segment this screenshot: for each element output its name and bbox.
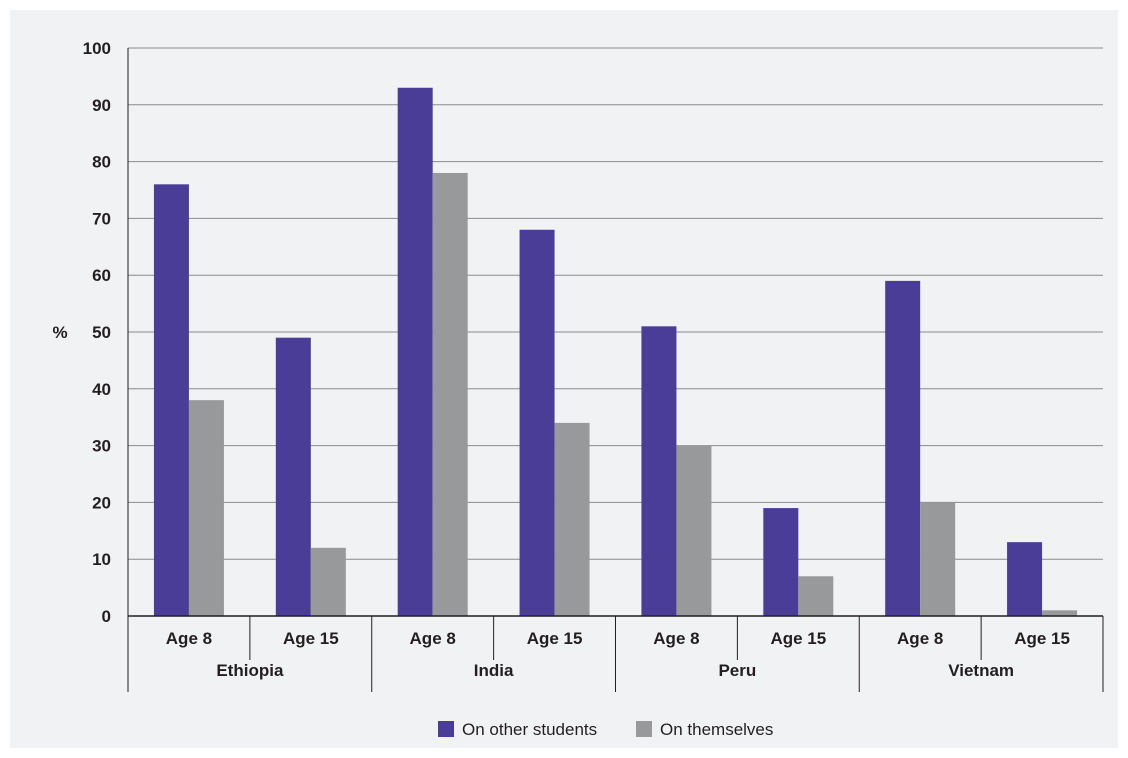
x-group-label: Peru bbox=[718, 661, 756, 680]
y-tick-label-80: 80 bbox=[92, 153, 111, 172]
x-category-label: Age 15 bbox=[283, 629, 339, 648]
bars bbox=[153, 87, 1078, 616]
bar-themselves-0 bbox=[188, 400, 224, 616]
bar-themselves-6 bbox=[920, 502, 956, 616]
y-tick-label-90: 90 bbox=[92, 96, 111, 115]
x-group-label: Ethiopia bbox=[216, 661, 284, 680]
bar-themselves-1 bbox=[310, 547, 346, 616]
bar-chart: 0 10 20 30 40 50 60 70 80 90 100 % Age 8 Age 15 Ethi… bbox=[52, 39, 1104, 739]
legend-label-1: On themselves bbox=[660, 720, 773, 739]
y-tick-label-20: 20 bbox=[92, 493, 111, 512]
legend-label-0: On other students bbox=[462, 720, 597, 739]
x-category-label: Age 8 bbox=[410, 629, 456, 648]
y-axis-ticks: 0 10 20 30 40 50 60 70 80 90 100 bbox=[83, 39, 111, 626]
x-category-label: Age 15 bbox=[770, 629, 826, 648]
x-group-label: India bbox=[474, 661, 514, 680]
bar-themselves-3 bbox=[554, 422, 590, 616]
legend-swatch-0 bbox=[438, 721, 454, 737]
bar-themselves-7 bbox=[1042, 610, 1078, 616]
chart-panel: 0 10 20 30 40 50 60 70 80 90 100 % Age 8 Age 15 Ethi… bbox=[10, 10, 1118, 748]
legend-swatch-1 bbox=[636, 721, 652, 737]
x-category-label: Age 8 bbox=[653, 629, 699, 648]
bar-other-students-0 bbox=[153, 184, 189, 616]
bar-themselves-2 bbox=[432, 172, 468, 616]
y-tick-label-10: 10 bbox=[92, 550, 111, 569]
bar-other-students-4 bbox=[641, 326, 677, 616]
bar-other-students-7 bbox=[1007, 542, 1043, 616]
gridlines bbox=[128, 47, 1103, 560]
x-category-label: Age 8 bbox=[166, 629, 212, 648]
y-tick-label-40: 40 bbox=[92, 380, 111, 399]
x-category-label: Age 15 bbox=[527, 629, 583, 648]
bar-other-students-6 bbox=[885, 280, 921, 616]
y-tick-label-0: 0 bbox=[102, 607, 111, 626]
bar-themselves-4 bbox=[676, 445, 712, 616]
y-tick-label-50: 50 bbox=[92, 323, 111, 342]
y-tick-label-70: 70 bbox=[92, 209, 111, 228]
bar-other-students-1 bbox=[275, 337, 311, 616]
bar-other-students-3 bbox=[519, 229, 555, 616]
y-axis-label: % bbox=[52, 323, 67, 342]
y-tick-label-60: 60 bbox=[92, 266, 111, 285]
x-category-label: Age 8 bbox=[897, 629, 943, 648]
legend: On other students On themselves bbox=[438, 720, 773, 739]
y-tick-label-100: 100 bbox=[83, 39, 111, 58]
bar-other-students-5 bbox=[763, 508, 799, 616]
axes bbox=[127, 48, 1103, 622]
x-group-label: Vietnam bbox=[948, 661, 1014, 680]
y-tick-label-30: 30 bbox=[92, 437, 111, 456]
bar-themselves-5 bbox=[798, 576, 834, 616]
bar-other-students-2 bbox=[397, 87, 433, 616]
x-category-label: Age 15 bbox=[1014, 629, 1070, 648]
